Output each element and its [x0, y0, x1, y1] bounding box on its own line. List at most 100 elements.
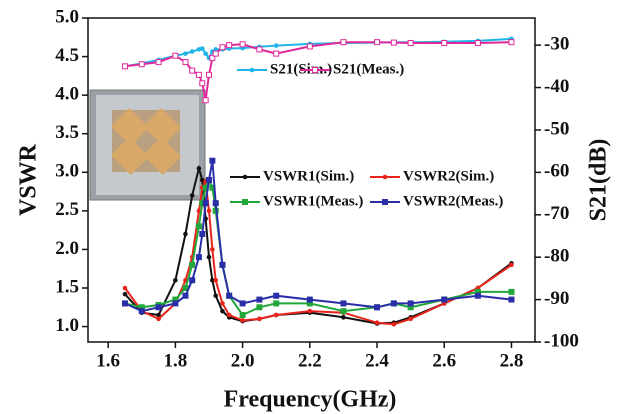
point [195, 254, 202, 261]
y2-tick-label: -50 [544, 118, 569, 139]
point [240, 318, 245, 323]
point [391, 321, 397, 327]
point [155, 304, 162, 311]
point [220, 301, 225, 306]
point [182, 59, 189, 66]
y2-tick-label: -60 [544, 161, 569, 182]
y-tick-label: 3.0 [55, 161, 79, 182]
y2-tick-label: -40 [544, 76, 569, 97]
point [441, 296, 448, 303]
x-axis-label: Frequency(GHz) [224, 387, 397, 413]
point [202, 200, 209, 207]
point [202, 97, 209, 104]
point [210, 277, 215, 283]
point [203, 51, 208, 56]
point [199, 80, 206, 87]
point [340, 300, 347, 307]
point [508, 39, 515, 46]
point [122, 285, 128, 291]
point [121, 300, 128, 307]
point [213, 293, 219, 299]
point [374, 320, 380, 326]
point [374, 304, 381, 311]
legend-marker [242, 174, 248, 180]
point [206, 208, 212, 214]
x-tick-label: 2.2 [298, 350, 322, 371]
point [407, 300, 414, 307]
plot-frame [87, 17, 536, 343]
point [121, 63, 128, 70]
point [122, 291, 128, 297]
point [212, 200, 219, 207]
legend-marker [249, 67, 255, 73]
point [226, 292, 233, 299]
point [189, 277, 196, 284]
point [239, 300, 246, 307]
point [256, 304, 263, 311]
legend-marker [312, 67, 318, 73]
point [390, 39, 397, 46]
point [256, 296, 263, 303]
point [306, 43, 313, 50]
inset-photo [89, 89, 206, 201]
point [226, 42, 233, 49]
y-tick-label: 3.5 [55, 122, 79, 143]
point [407, 40, 414, 47]
point [205, 177, 212, 183]
point [173, 277, 178, 283]
point [189, 67, 196, 74]
y-tick-label: 2.0 [55, 238, 79, 259]
point [172, 300, 179, 307]
point [199, 231, 206, 237]
y2-axis-label: S21(dB) [586, 139, 612, 222]
point [273, 300, 280, 307]
point [219, 44, 226, 51]
point [220, 308, 225, 314]
legend-marker [382, 199, 388, 205]
x-tick-label: 2.4 [365, 350, 389, 371]
y-tick-label: 2.5 [55, 199, 79, 220]
x-tick-label: 2.0 [231, 350, 255, 371]
point [182, 292, 189, 299]
x-tick-label: 1.8 [164, 350, 188, 371]
point [189, 49, 195, 54]
point [256, 46, 263, 53]
point [195, 71, 202, 78]
y-tick-label: 5.0 [55, 6, 79, 27]
point [509, 262, 514, 268]
point [374, 39, 381, 46]
point [508, 296, 515, 303]
point [183, 51, 188, 56]
point [205, 71, 212, 78]
point [239, 312, 246, 318]
point [156, 312, 161, 318]
x-tick-label: 2.8 [500, 350, 524, 371]
point [219, 261, 226, 268]
point [155, 59, 162, 66]
point [199, 46, 205, 51]
point [209, 54, 216, 61]
point [390, 300, 397, 307]
y2-tick-label: -80 [544, 246, 569, 267]
point [189, 193, 195, 198]
point [172, 52, 179, 59]
legend-label: S21(Meas.) [333, 61, 404, 77]
point [189, 261, 196, 268]
point [341, 315, 346, 320]
y-tick-label: 1.0 [55, 315, 79, 336]
point [209, 157, 216, 164]
point [273, 292, 280, 299]
point [210, 247, 215, 252]
x-tick-label: 2.6 [432, 350, 456, 371]
point [273, 50, 280, 57]
y2-tick-label: -70 [544, 203, 569, 224]
point [508, 288, 515, 295]
point [306, 296, 313, 303]
legend-label: VSWR2(Sim.) [403, 168, 494, 184]
y2-tick-label: -100 [544, 330, 579, 351]
y-tick-label: 4.0 [55, 84, 79, 105]
y-tick-label: 1.5 [55, 276, 79, 297]
point [340, 39, 347, 46]
legend-label: VSWR1(Meas.) [263, 193, 363, 209]
